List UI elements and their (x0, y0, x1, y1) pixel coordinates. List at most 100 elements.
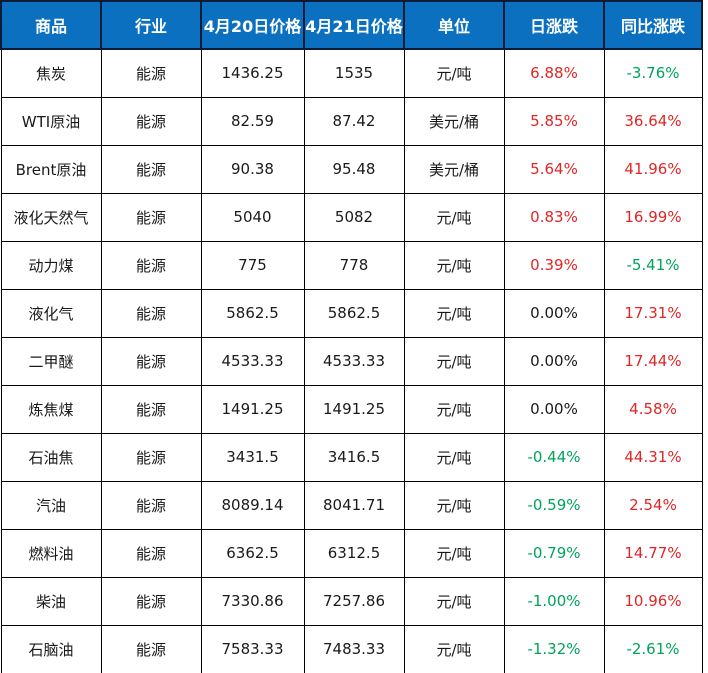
cell-yoy_change: 41.96% (603, 144, 703, 194)
cell-commodity: 液化气 (0, 288, 102, 338)
cell-price_apr21: 3416.5 (303, 432, 405, 482)
cell-industry: 能源 (100, 432, 202, 482)
cell-daily_change: 6.88% (503, 48, 605, 98)
table-row: 石脑油 能源 7583.33 7483.33 元/吨 -1.32% -2.61% (0, 624, 703, 673)
cell-unit: 元/吨 (403, 336, 505, 386)
cell-daily_change: 0.39% (503, 240, 605, 290)
column-header-yoy_change: 同比涨跌 (603, 0, 703, 50)
column-header-price_apr20: 4月20日价格 (200, 0, 305, 50)
table-row: 石油焦 能源 3431.5 3416.5 元/吨 -0.44% 44.31% (0, 432, 703, 482)
cell-industry: 能源 (100, 528, 202, 578)
cell-yoy_change: 14.77% (603, 528, 703, 578)
cell-daily_change: -0.44% (503, 432, 605, 482)
cell-daily_change: 0.00% (503, 288, 605, 338)
cell-price_apr21: 95.48 (303, 144, 405, 194)
cell-commodity: 汽油 (0, 480, 102, 530)
cell-industry: 能源 (100, 96, 202, 146)
cell-price_apr20: 775 (200, 240, 305, 290)
cell-price_apr21: 778 (303, 240, 405, 290)
cell-industry: 能源 (100, 192, 202, 242)
cell-daily_change: 0.00% (503, 384, 605, 434)
cell-daily_change: -0.79% (503, 528, 605, 578)
cell-industry: 能源 (100, 480, 202, 530)
cell-commodity: 石脑油 (0, 624, 102, 673)
cell-commodity: Brent原油 (0, 144, 102, 194)
cell-unit: 元/吨 (403, 432, 505, 482)
table-body: 焦炭 能源 1436.25 1535 元/吨 6.88% -3.76% WTI原油 能源 82.5… (0, 48, 703, 673)
column-header-price_apr21: 4月21日价格 (303, 0, 405, 50)
cell-unit: 元/吨 (403, 384, 505, 434)
cell-price_apr21: 87.42 (303, 96, 405, 146)
cell-unit: 元/吨 (403, 576, 505, 626)
cell-unit: 元/吨 (403, 480, 505, 530)
cell-industry: 能源 (100, 384, 202, 434)
cell-price_apr21: 8041.71 (303, 480, 405, 530)
table-row: 汽油 能源 8089.14 8041.71 元/吨 -0.59% 2.54% (0, 480, 703, 530)
cell-price_apr20: 7330.86 (200, 576, 305, 626)
column-header-industry: 行业 (100, 0, 202, 50)
table-row: 焦炭 能源 1436.25 1535 元/吨 6.88% -3.76% (0, 48, 703, 98)
cell-price_apr20: 5862.5 (200, 288, 305, 338)
cell-commodity: 燃料油 (0, 528, 102, 578)
cell-price_apr21: 5862.5 (303, 288, 405, 338)
cell-industry: 能源 (100, 144, 202, 194)
cell-price_apr21: 5082 (303, 192, 405, 242)
cell-price_apr20: 3431.5 (200, 432, 305, 482)
table-row: 柴油 能源 7330.86 7257.86 元/吨 -1.00% 10.96% (0, 576, 703, 626)
cell-commodity: 二甲醚 (0, 336, 102, 386)
table-row: 动力煤 能源 775 778 元/吨 0.39% -5.41% (0, 240, 703, 290)
cell-yoy_change: 36.64% (603, 96, 703, 146)
cell-commodity: 动力煤 (0, 240, 102, 290)
cell-price_apr21: 1491.25 (303, 384, 405, 434)
cell-unit: 元/吨 (403, 624, 505, 673)
cell-yoy_change: 10.96% (603, 576, 703, 626)
column-header-commodity: 商品 (0, 0, 102, 50)
cell-industry: 能源 (100, 240, 202, 290)
cell-yoy_change: 44.31% (603, 432, 703, 482)
cell-price_apr21: 4533.33 (303, 336, 405, 386)
cell-unit: 美元/桶 (403, 144, 505, 194)
cell-yoy_change: 4.58% (603, 384, 703, 434)
cell-price_apr20: 7583.33 (200, 624, 305, 673)
cell-unit: 元/吨 (403, 192, 505, 242)
cell-price_apr20: 8089.14 (200, 480, 305, 530)
cell-price_apr20: 90.38 (200, 144, 305, 194)
cell-unit: 元/吨 (403, 288, 505, 338)
cell-daily_change: 0.00% (503, 336, 605, 386)
cell-yoy_change: -5.41% (603, 240, 703, 290)
cell-unit: 美元/桶 (403, 96, 505, 146)
cell-industry: 能源 (100, 288, 202, 338)
cell-industry: 能源 (100, 48, 202, 98)
cell-price_apr20: 82.59 (200, 96, 305, 146)
cell-daily_change: 5.64% (503, 144, 605, 194)
cell-price_apr21: 7257.86 (303, 576, 405, 626)
table-row: WTI原油 能源 82.59 87.42 美元/桶 5.85% 36.64% (0, 96, 703, 146)
column-header-unit: 单位 (403, 0, 505, 50)
table-row: 炼焦煤 能源 1491.25 1491.25 元/吨 0.00% 4.58% (0, 384, 703, 434)
table-row: 二甲醚 能源 4533.33 4533.33 元/吨 0.00% 17.44% (0, 336, 703, 386)
cell-daily_change: -1.32% (503, 624, 605, 673)
header-row: 商品 行业 4月20日价格 4月21日价格 单位 日涨跌 同比涨跌 (0, 0, 703, 50)
cell-commodity: 石油焦 (0, 432, 102, 482)
cell-commodity: WTI原油 (0, 96, 102, 146)
cell-price_apr20: 5040 (200, 192, 305, 242)
cell-commodity: 焦炭 (0, 48, 102, 98)
cell-price_apr21: 7483.33 (303, 624, 405, 673)
cell-commodity: 液化天然气 (0, 192, 102, 242)
cell-industry: 能源 (100, 576, 202, 626)
cell-price_apr20: 1491.25 (200, 384, 305, 434)
table-row: 液化气 能源 5862.5 5862.5 元/吨 0.00% 17.31% (0, 288, 703, 338)
cell-unit: 元/吨 (403, 48, 505, 98)
table-row: 液化天然气 能源 5040 5082 元/吨 0.83% 16.99% (0, 192, 703, 242)
table-row: Brent原油 能源 90.38 95.48 美元/桶 5.64% 41.96% (0, 144, 703, 194)
cell-price_apr20: 1436.25 (200, 48, 305, 98)
cell-commodity: 柴油 (0, 576, 102, 626)
cell-industry: 能源 (100, 336, 202, 386)
table-row: 燃料油 能源 6362.5 6312.5 元/吨 -0.79% 14.77% (0, 528, 703, 578)
cell-yoy_change: -2.61% (603, 624, 703, 673)
table-header: 商品 行业 4月20日价格 4月21日价格 单位 日涨跌 同比涨跌 (0, 0, 703, 50)
cell-unit: 元/吨 (403, 240, 505, 290)
cell-industry: 能源 (100, 624, 202, 673)
